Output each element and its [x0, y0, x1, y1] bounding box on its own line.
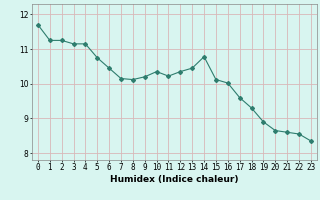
- X-axis label: Humidex (Indice chaleur): Humidex (Indice chaleur): [110, 175, 239, 184]
